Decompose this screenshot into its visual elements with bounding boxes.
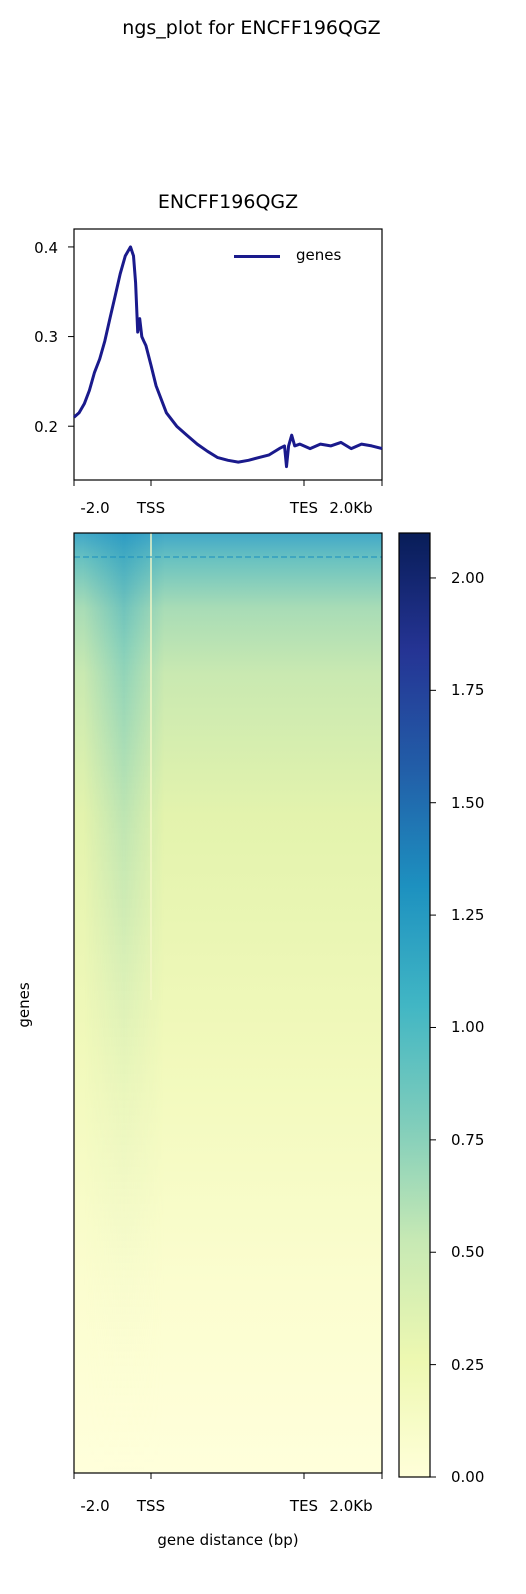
colorbar-tick-label: 1.25 [451,906,485,925]
colorbar-tick-label: 1.50 [451,793,485,812]
colorbar-tick-label: 1.00 [451,1018,485,1037]
heatmap-xtick-label: TES [289,1497,319,1515]
colorbar-tick-label: 1.75 [451,681,485,700]
legend-line-swatch [234,255,280,258]
colorbar-ticks [430,577,436,1478]
colorbar-tick-label: 0.25 [451,1355,485,1374]
profile-ytick-label: 0.3 [34,328,58,346]
heatmap-xtick-label: 2.0Kb [329,1497,373,1515]
colorbar-tick-label: 0.50 [451,1243,485,1262]
profile-xtick-label: -2.0 [80,499,110,517]
profile-ticks [68,246,383,486]
colorbar-tick-label: 2.00 [451,568,485,587]
heatmap-xlabel: gene distance (bp) [157,1531,299,1549]
heatmap-ticks [73,1473,383,1479]
profile-ytick-label: 0.4 [34,239,58,257]
colorbar-tick-label: 0.75 [451,1130,485,1149]
heatmap-xtick-label: -2.0 [80,1497,110,1515]
profile-ytick-label: 0.2 [34,418,58,436]
legend-entry-genes: genes [296,246,342,264]
profile-series-genes [73,245,383,469]
profile-axes-frame [73,228,383,481]
profile-title: ENCFF196QGZ [157,191,299,213]
figure-suptitle: ngs_plot for ENCFF196QGZ [122,17,381,39]
colorbar [398,532,431,1478]
heatmap-xtick-label: TSS [136,1497,166,1515]
profile-xtick-label: 2.0Kb [329,499,373,517]
profile-xtick-label: TES [289,499,319,517]
heatmap-axes-frame [73,532,383,1474]
profile-xtick-label: TSS [136,499,166,517]
colorbar-tick-label: 0.00 [451,1468,485,1486]
heatmap-ylabel: genes [15,982,33,1028]
